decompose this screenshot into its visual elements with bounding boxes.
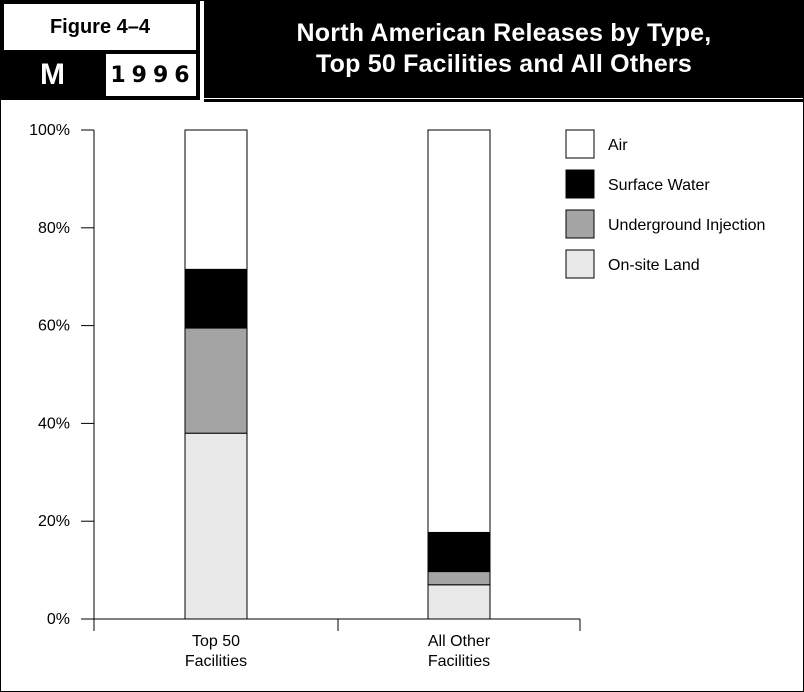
y-tick-label: 0% — [47, 611, 70, 628]
y-tick-label: 80% — [38, 220, 70, 237]
bar-segment — [427, 129, 491, 533]
x-category-label: Top 50 — [192, 633, 240, 650]
chart-canvas: 0% 20% 40% 60% 80% 100% Top 50 Facilities All Ot… — [29, 122, 765, 670]
legend-label: Surface Water — [608, 177, 710, 194]
figure-badge: Figure 4–4 M 1996 — [0, 0, 200, 100]
bar-segment — [427, 571, 491, 586]
bar-segment — [184, 129, 248, 270]
legend-swatch — [565, 129, 595, 159]
legend-label: Underground Injection — [608, 217, 765, 234]
bar-segment — [184, 432, 248, 620]
figure-letter-badge: M — [40, 58, 66, 91]
figure-header: Figure 4–4 M 1996 North American Release… — [0, 0, 804, 103]
bar-segment — [184, 327, 248, 434]
header-rule — [204, 99, 804, 102]
legend-swatch — [565, 169, 595, 199]
chart-title: North American Releases by Type, Top 50 … — [204, 0, 804, 98]
stacked-bar-chart: 0% 20% 40% 60% 80% 100% Top 50 Facilities All Ot… — [0, 104, 804, 692]
chart-title-line-1: North American Releases by Type, — [296, 19, 712, 47]
legend-swatch — [565, 249, 595, 279]
legend-label: Air — [608, 137, 628, 154]
x-category-label: Facilities — [185, 653, 247, 670]
y-tick-label: 60% — [38, 318, 70, 335]
chart-title-line-2: Top 50 Facilities and All Others — [316, 50, 692, 78]
legend-label: On-site Land — [608, 257, 700, 274]
y-tick-label: 20% — [38, 513, 70, 530]
bar-segment — [427, 531, 491, 573]
bar-segment — [427, 584, 491, 620]
bar-segment — [184, 268, 248, 329]
figure-year: 1996 — [106, 54, 196, 96]
figure-number: Figure 4–4 — [4, 4, 196, 50]
x-category-label: Facilities — [428, 653, 490, 670]
x-category-label: All Other — [428, 633, 491, 650]
y-tick-label: 40% — [38, 415, 70, 432]
legend-swatch — [565, 209, 595, 239]
y-tick-label: 100% — [29, 122, 70, 139]
